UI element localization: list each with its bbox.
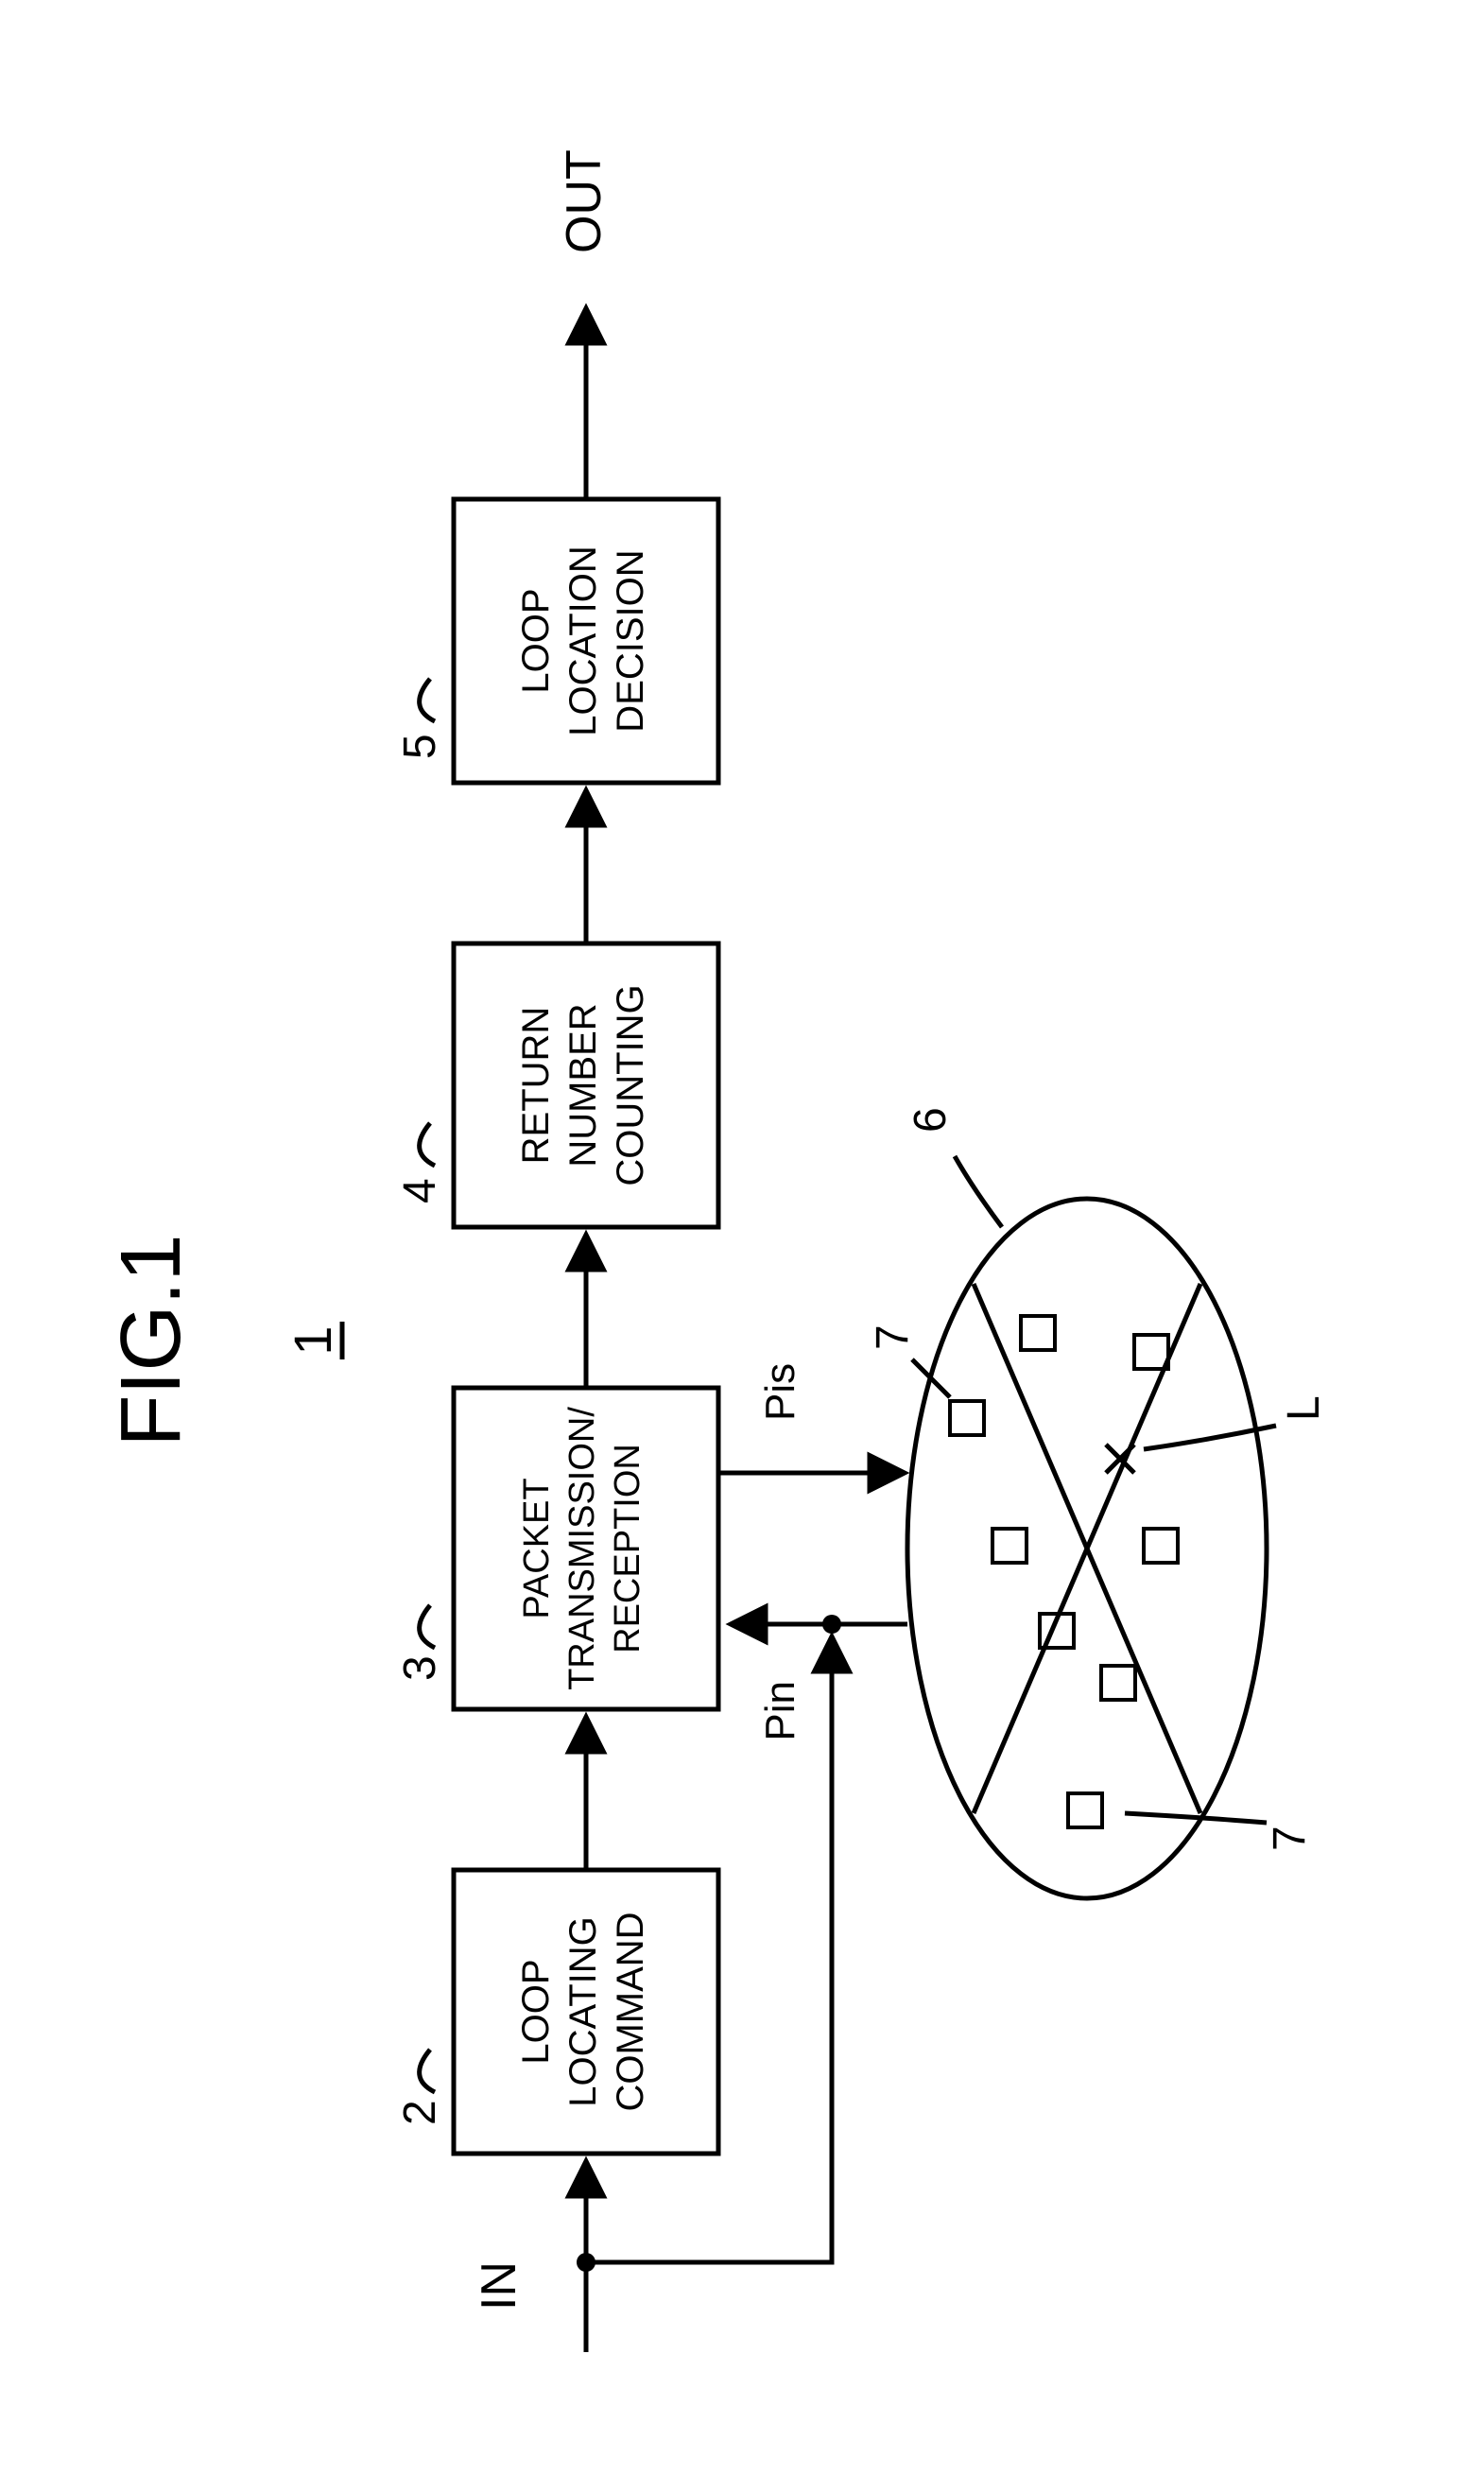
block3-line2: TRANSMISSION/ bbox=[562, 1407, 602, 1690]
pin-junction-dot bbox=[822, 1615, 841, 1634]
block5-num: 5 bbox=[395, 734, 445, 759]
block5-line2: LOCATION bbox=[562, 545, 604, 736]
node-square bbox=[1068, 1793, 1102, 1827]
node-square bbox=[1134, 1335, 1168, 1369]
block4-num: 4 bbox=[395, 1178, 445, 1203]
node-square bbox=[1101, 1666, 1135, 1700]
block5-line1: LOOP bbox=[515, 588, 557, 693]
node-square bbox=[1144, 1529, 1178, 1563]
block3-line1: PACKET bbox=[517, 1478, 557, 1618]
block5-line3: DECISION bbox=[610, 549, 651, 732]
figure-title: FIG.1 bbox=[104, 1234, 198, 1446]
node-square bbox=[992, 1529, 1027, 1563]
system-label: 1 bbox=[283, 1325, 342, 1355]
block3-line3: RECEPTION bbox=[608, 1444, 647, 1653]
network-label-7b: 7 bbox=[868, 1324, 918, 1350]
in-label: IN bbox=[472, 2261, 526, 2311]
node-square bbox=[950, 1401, 984, 1435]
block2-line1: LOOP bbox=[515, 1959, 557, 2064]
out-label: OUT bbox=[557, 149, 612, 253]
block4-line2: NUMBER bbox=[562, 1003, 604, 1167]
network-label-7a: 7 bbox=[1265, 1826, 1315, 1851]
block3-num: 3 bbox=[395, 1655, 445, 1681]
node-square bbox=[1021, 1316, 1055, 1350]
block4-line3: COUNTING bbox=[610, 984, 651, 1186]
loop-label-L: L bbox=[1279, 1395, 1329, 1421]
pis-label: Pis bbox=[757, 1363, 803, 1421]
block2-line2: LOCATING bbox=[562, 1916, 604, 2107]
network-label-6: 6 bbox=[906, 1107, 956, 1133]
block2-num: 2 bbox=[395, 2100, 445, 2125]
block2-line3: COMMAND bbox=[610, 1912, 651, 2111]
pin-label: Pin bbox=[757, 1681, 803, 1741]
block4-line1: RETURN bbox=[515, 1007, 557, 1165]
